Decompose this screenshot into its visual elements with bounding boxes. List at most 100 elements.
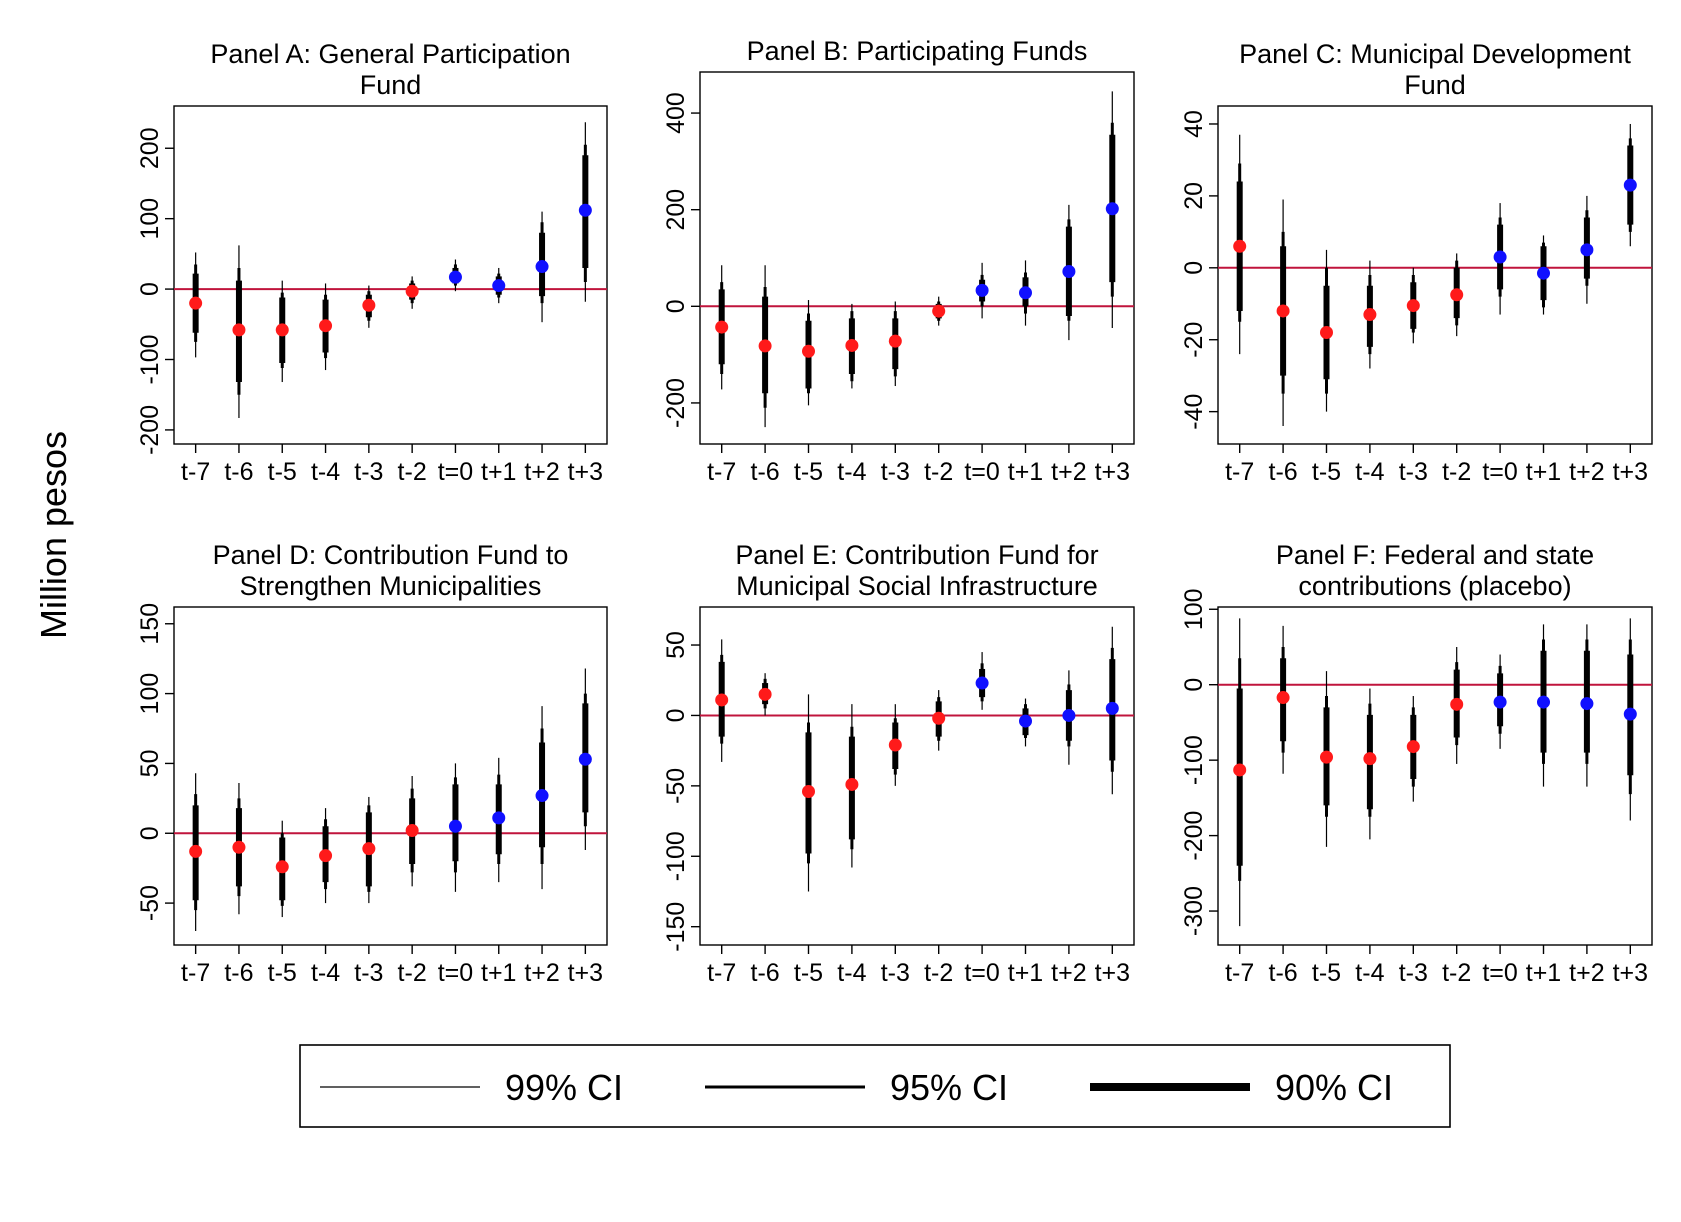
y-tick-label: 100 <box>136 673 164 715</box>
point-estimate <box>275 323 289 337</box>
x-tick-label: t-2 <box>924 959 953 987</box>
y-tick-label: -100 <box>136 334 164 384</box>
x-tick-label: t-5 <box>268 458 297 486</box>
y-tick-label: -50 <box>662 768 690 804</box>
point-estimate <box>232 323 246 337</box>
point-estimate <box>1062 265 1076 279</box>
point-estimate <box>578 203 592 217</box>
point-estimate <box>189 844 203 858</box>
x-tick-label: t+3 <box>568 959 603 987</box>
x-tick-label: t-6 <box>751 959 780 987</box>
panel-title: contributions (placebo) <box>1298 571 1571 601</box>
panel-e: Panel E: Contribution Fund forMunicipal … <box>662 540 1135 987</box>
point-estimate <box>1019 714 1032 728</box>
x-tick-label: t-5 <box>794 458 823 486</box>
point-estimate <box>1320 326 1333 340</box>
x-tick-label: t-5 <box>1312 959 1341 987</box>
x-tick-label: t+2 <box>524 959 559 987</box>
point-estimate <box>492 279 506 293</box>
point-estimate <box>1450 697 1464 711</box>
y-tick-label: -50 <box>136 885 164 921</box>
plot-frame <box>173 105 608 445</box>
y-tick-label: 100 <box>1180 588 1208 630</box>
point-estimate <box>758 687 772 701</box>
x-tick-label: t+1 <box>1008 959 1043 987</box>
point-estimate <box>189 296 203 310</box>
point-estimate <box>1276 691 1290 705</box>
x-tick-label: t+1 <box>481 458 516 486</box>
point-estimate <box>448 270 462 284</box>
y-tick-label: -150 <box>662 902 690 952</box>
x-tick-label: t-3 <box>881 959 910 987</box>
y-tick-label: 100 <box>136 198 164 240</box>
point-estimate <box>1537 695 1550 709</box>
panel-title: Fund <box>360 70 422 100</box>
x-tick-label: t-7 <box>707 959 736 987</box>
x-tick-label: t-2 <box>398 458 427 486</box>
point-estimate <box>1233 763 1247 777</box>
point-estimate <box>845 338 859 352</box>
y-tick-label: -200 <box>1180 811 1208 861</box>
panel-title: Panel D: Contribution Fund to <box>213 540 569 570</box>
y-tick-label: 400 <box>662 92 690 134</box>
point-estimate <box>1363 308 1377 322</box>
y-tick-label: -300 <box>1180 886 1208 936</box>
y-tick-label: -100 <box>1180 735 1208 785</box>
x-tick-label: t-6 <box>224 959 253 987</box>
point-estimate <box>932 304 946 318</box>
y-tick-label: -20 <box>1180 322 1208 358</box>
y-axis-label: Million pesos <box>33 431 74 639</box>
x-tick-label: t-5 <box>268 959 297 987</box>
x-tick-label: t=0 <box>1482 959 1517 987</box>
point-estimate <box>275 860 289 874</box>
point-estimate <box>1406 299 1420 313</box>
y-tick-label: 20 <box>1180 182 1208 210</box>
point-estimate <box>578 752 592 766</box>
point-estimate <box>802 784 815 798</box>
point-estimate <box>1233 239 1247 253</box>
y-tick-label: 40 <box>1180 110 1208 138</box>
x-tick-label: t+3 <box>568 458 603 486</box>
x-tick-label: t=0 <box>438 458 473 486</box>
point-estimate <box>1105 202 1119 216</box>
y-tick-label: -40 <box>1180 394 1208 430</box>
panel-title: Panel A: General Participation <box>210 39 570 69</box>
x-tick-label: t-2 <box>1442 959 1471 987</box>
y-tick-label: 0 <box>136 826 164 840</box>
x-tick-label: t-2 <box>924 458 953 486</box>
legend-label: 99% CI <box>505 1067 623 1108</box>
point-estimate <box>535 789 549 803</box>
point-estimate <box>715 693 729 707</box>
x-tick-label: t+2 <box>1569 959 1604 987</box>
y-tick-label: 0 <box>662 708 690 722</box>
legend-label: 95% CI <box>890 1067 1008 1108</box>
x-tick-label: t-7 <box>707 458 736 486</box>
point-estimate <box>405 823 419 837</box>
point-estimate <box>1363 752 1377 766</box>
x-tick-label: t-3 <box>354 458 383 486</box>
x-tick-label: t+3 <box>1095 458 1130 486</box>
x-tick-label: t-5 <box>1312 458 1341 486</box>
x-tick-label: t=0 <box>964 959 999 987</box>
point-estimate <box>845 777 859 791</box>
x-tick-label: t=0 <box>438 959 473 987</box>
point-estimate <box>1493 250 1507 264</box>
panel-title: Municipal Social Infrastructure <box>736 571 1098 601</box>
x-tick-label: t-3 <box>1399 458 1428 486</box>
point-estimate <box>1623 178 1637 192</box>
x-tick-label: t+2 <box>524 458 559 486</box>
point-estimate <box>758 339 772 353</box>
x-tick-label: t-3 <box>1399 959 1428 987</box>
panel-title: Panel F: Federal and state <box>1276 540 1594 570</box>
plot-frame <box>1217 606 1653 946</box>
plot-frame <box>699 71 1135 445</box>
y-tick-label: 200 <box>662 189 690 231</box>
x-tick-label: t-4 <box>311 458 340 486</box>
point-estimate <box>1537 266 1550 280</box>
x-tick-label: t-4 <box>1355 959 1384 987</box>
x-tick-label: t+1 <box>481 959 516 987</box>
plot-frame <box>173 606 608 946</box>
point-estimate <box>975 283 989 297</box>
point-estimate <box>1062 708 1076 722</box>
